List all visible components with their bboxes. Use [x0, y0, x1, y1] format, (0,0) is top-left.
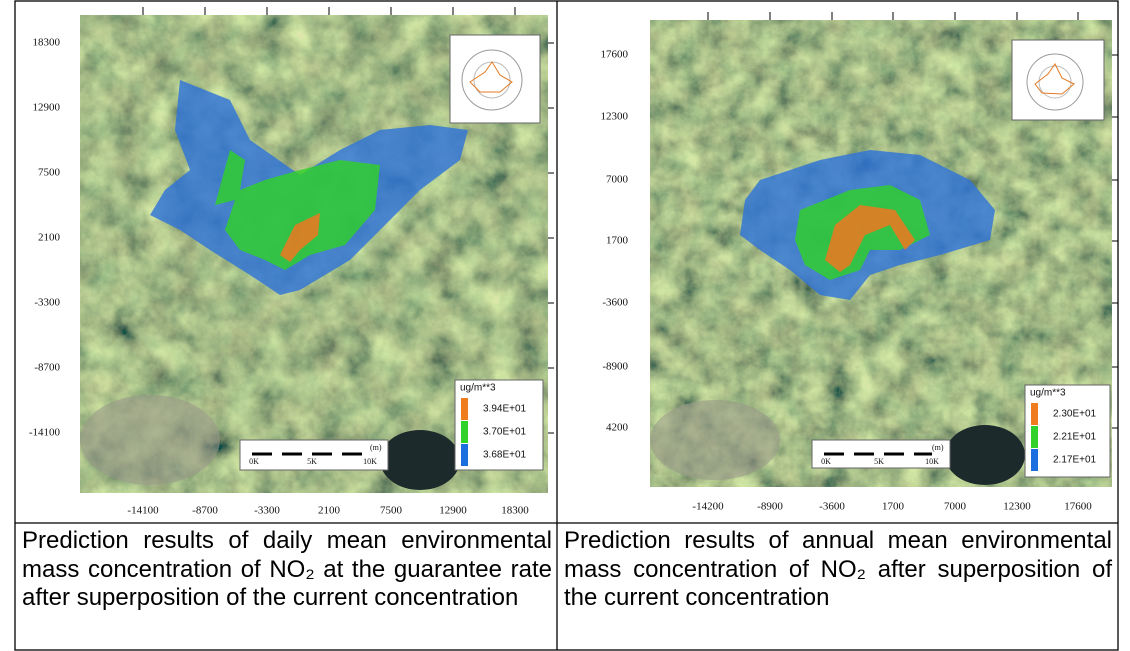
urban-area — [80, 395, 220, 485]
legend-swatch — [1031, 403, 1038, 425]
legend-entry: 3.70E+01 — [483, 427, 527, 438]
wind-rose — [1011, 39, 1105, 121]
plume-orange — [825, 205, 915, 272]
y-axis-label: -3300 — [34, 297, 60, 309]
y-axis-label: 7500 — [38, 167, 61, 179]
lake — [380, 430, 460, 490]
y-axis-label: -3600 — [602, 297, 628, 309]
caption-right: Prediction results of annual mean enviro… — [564, 527, 1112, 611]
legend-box — [454, 379, 544, 471]
legend-entry: 2.17E+01 — [1053, 455, 1097, 466]
y-axis-label: -8700 — [34, 362, 60, 374]
x-axis-label: 2100 — [318, 505, 341, 517]
x-axis-label: 1700 — [882, 501, 905, 513]
wind-rose-shape — [1034, 63, 1075, 95]
scale-label: 5K — [307, 457, 317, 466]
legend-entry: 3.68E+01 — [483, 450, 527, 461]
scale-label: 0K — [249, 457, 259, 466]
x-axis-label: 12300 — [1003, 501, 1031, 513]
x-axis-label: 17600 — [1064, 501, 1092, 513]
y-axis-label: 7000 — [606, 174, 629, 186]
scale-unit: (m) — [932, 443, 944, 452]
y-axis-label: -14100 — [29, 427, 61, 439]
scale-unit: (m) — [370, 443, 382, 452]
y-axis-label: -8900 — [602, 361, 628, 373]
legend-swatch — [1031, 449, 1038, 471]
legend-swatch — [461, 421, 468, 443]
legend-entry: 2.21E+01 — [1053, 432, 1097, 443]
wind-rose-shape — [469, 61, 513, 93]
caption-left: Prediction results of daily mean environ… — [22, 527, 552, 611]
scale-label: 10K — [925, 457, 939, 466]
x-axis-label: -14100 — [127, 505, 159, 517]
table-borders — [14, 0, 1119, 651]
x-axis-label: 18300 — [501, 505, 529, 517]
map-left — [80, 15, 548, 493]
x-axis-label: 12900 — [439, 505, 467, 517]
legend-box — [1024, 384, 1111, 478]
x-axis-label: -8700 — [192, 505, 218, 517]
scale-label: 10K — [363, 457, 377, 466]
legend-entry: 3.94E+01 — [483, 404, 527, 415]
x-axis-label: -14200 — [692, 501, 724, 513]
scale-label: 0K — [821, 457, 831, 466]
y-axis-label: 1700 — [606, 235, 629, 247]
y-axis-label: 17600 — [601, 49, 629, 61]
legend-unit: ug/m**3 — [460, 383, 496, 394]
legend-swatch — [1031, 426, 1038, 448]
x-axis-label: -3600 — [819, 501, 845, 513]
y-axis-label: 18300 — [33, 37, 61, 49]
urban-area — [650, 400, 780, 480]
wind-rose-ring — [1026, 53, 1084, 111]
legend-swatch — [461, 444, 468, 466]
x-axis-label: -8900 — [757, 501, 783, 513]
x-axis-label: 7500 — [380, 505, 403, 517]
y-axis-label: 12300 — [601, 111, 629, 123]
legend-entry: 2.30E+01 — [1053, 409, 1097, 420]
y-axis-label: 2100 — [38, 232, 61, 244]
lake — [945, 425, 1025, 485]
plume-green — [215, 150, 380, 270]
scale-label: 5K — [874, 457, 884, 466]
plume-orange — [280, 213, 320, 262]
legend-unit: ug/m**3 — [1030, 388, 1066, 399]
x-axis-label: -3300 — [254, 505, 280, 517]
y-axis-label: 12900 — [33, 102, 61, 114]
wind-rose-ring — [461, 49, 523, 111]
y-axis-label: 4200 — [606, 422, 629, 434]
x-axis-label: 7000 — [944, 501, 967, 513]
legend-swatch — [461, 398, 468, 420]
